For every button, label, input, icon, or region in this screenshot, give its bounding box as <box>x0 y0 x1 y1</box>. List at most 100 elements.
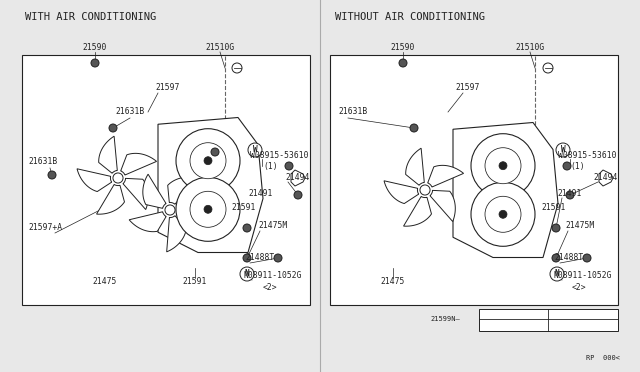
Text: N08911-1052G: N08911-1052G <box>243 272 301 280</box>
Text: RP  000<: RP 000< <box>586 355 620 361</box>
Polygon shape <box>384 181 419 203</box>
Circle shape <box>274 254 282 262</box>
Circle shape <box>543 63 553 73</box>
Circle shape <box>471 134 535 198</box>
Circle shape <box>109 124 117 132</box>
Text: Ne pas toucher: Ne pas toucher <box>566 323 601 327</box>
Circle shape <box>499 162 507 170</box>
Bar <box>330 55 618 305</box>
Text: 21475M: 21475M <box>258 221 287 231</box>
Circle shape <box>556 143 570 157</box>
Polygon shape <box>291 170 305 186</box>
Circle shape <box>485 148 521 184</box>
Text: MISE EN GARDE: MISE EN GARDE <box>579 311 616 316</box>
Polygon shape <box>453 122 558 257</box>
Circle shape <box>420 185 430 195</box>
Circle shape <box>552 224 560 232</box>
Text: <2>: <2> <box>572 282 587 292</box>
Circle shape <box>165 205 175 215</box>
Text: W: W <box>561 145 565 154</box>
Circle shape <box>113 173 123 183</box>
Text: 21599N—: 21599N— <box>430 316 460 322</box>
Circle shape <box>243 224 251 232</box>
Polygon shape <box>404 196 431 226</box>
Text: 21631B: 21631B <box>115 108 144 116</box>
Circle shape <box>91 59 99 67</box>
Text: 21597: 21597 <box>155 83 179 93</box>
Circle shape <box>243 254 251 262</box>
Polygon shape <box>158 118 263 253</box>
Polygon shape <box>121 153 157 175</box>
Text: 21494: 21494 <box>285 173 309 183</box>
Text: 21591: 21591 <box>541 202 565 212</box>
Polygon shape <box>428 165 463 187</box>
Text: 21475: 21475 <box>93 278 117 286</box>
Bar <box>479 309 618 331</box>
Text: 21488T: 21488T <box>554 253 583 263</box>
Text: 21631B: 21631B <box>28 157 57 167</box>
Circle shape <box>554 271 562 279</box>
Circle shape <box>471 182 535 246</box>
Polygon shape <box>99 136 117 173</box>
Polygon shape <box>430 190 455 222</box>
Text: N: N <box>555 269 559 279</box>
Circle shape <box>550 267 564 281</box>
Circle shape <box>552 254 560 262</box>
Circle shape <box>410 124 418 132</box>
Text: 21475M: 21475M <box>565 221 595 231</box>
Circle shape <box>499 210 507 218</box>
Polygon shape <box>129 212 166 232</box>
Text: 21488T: 21488T <box>245 253 275 263</box>
Text: 21590: 21590 <box>391 42 415 51</box>
Circle shape <box>190 143 226 179</box>
Bar <box>22 55 310 305</box>
Text: 21590: 21590 <box>83 42 107 51</box>
Circle shape <box>176 129 240 193</box>
Text: Do not touch: Do not touch <box>499 323 529 327</box>
Text: 21591: 21591 <box>183 278 207 286</box>
Text: 21597: 21597 <box>455 83 479 93</box>
Circle shape <box>204 205 212 213</box>
Circle shape <box>399 59 407 67</box>
Text: 21631B: 21631B <box>338 108 367 116</box>
Polygon shape <box>97 185 124 214</box>
Circle shape <box>190 191 226 227</box>
Text: 21494: 21494 <box>593 173 618 183</box>
Text: W08915-53610: W08915-53610 <box>558 151 616 160</box>
Text: CAUTION: CAUTION <box>509 311 534 316</box>
Text: (1): (1) <box>570 163 584 171</box>
Text: 21491: 21491 <box>557 189 581 198</box>
Text: WITH AIR CONDITIONING: WITH AIR CONDITIONING <box>25 12 156 22</box>
Polygon shape <box>123 179 148 209</box>
Text: ⚠: ⚠ <box>493 311 499 317</box>
Text: 21491: 21491 <box>248 189 273 198</box>
Text: W: W <box>253 145 257 154</box>
Polygon shape <box>166 216 186 252</box>
Polygon shape <box>77 169 111 192</box>
Circle shape <box>204 157 212 165</box>
Circle shape <box>211 148 219 156</box>
Circle shape <box>244 271 252 279</box>
Text: N: N <box>244 269 250 279</box>
Text: N08911-1052G: N08911-1052G <box>553 272 611 280</box>
Circle shape <box>294 191 302 199</box>
Text: WITHOUT AIR CONDITIONING: WITHOUT AIR CONDITIONING <box>335 12 485 22</box>
Text: 21510G: 21510G <box>515 42 545 51</box>
Polygon shape <box>168 177 197 204</box>
Circle shape <box>563 162 571 170</box>
Text: 21591: 21591 <box>231 202 255 212</box>
Text: ⚠: ⚠ <box>562 311 568 317</box>
Polygon shape <box>143 174 166 208</box>
Circle shape <box>240 267 254 281</box>
Text: 21510G: 21510G <box>205 42 235 51</box>
Text: (1): (1) <box>263 163 278 171</box>
Circle shape <box>48 171 56 179</box>
Text: W08915-53610: W08915-53610 <box>250 151 308 160</box>
Circle shape <box>566 191 574 199</box>
Circle shape <box>176 177 240 241</box>
Circle shape <box>248 143 262 157</box>
Text: 21597+A: 21597+A <box>28 224 62 232</box>
Polygon shape <box>406 148 424 185</box>
Text: 21475: 21475 <box>381 278 405 286</box>
Polygon shape <box>599 170 613 186</box>
